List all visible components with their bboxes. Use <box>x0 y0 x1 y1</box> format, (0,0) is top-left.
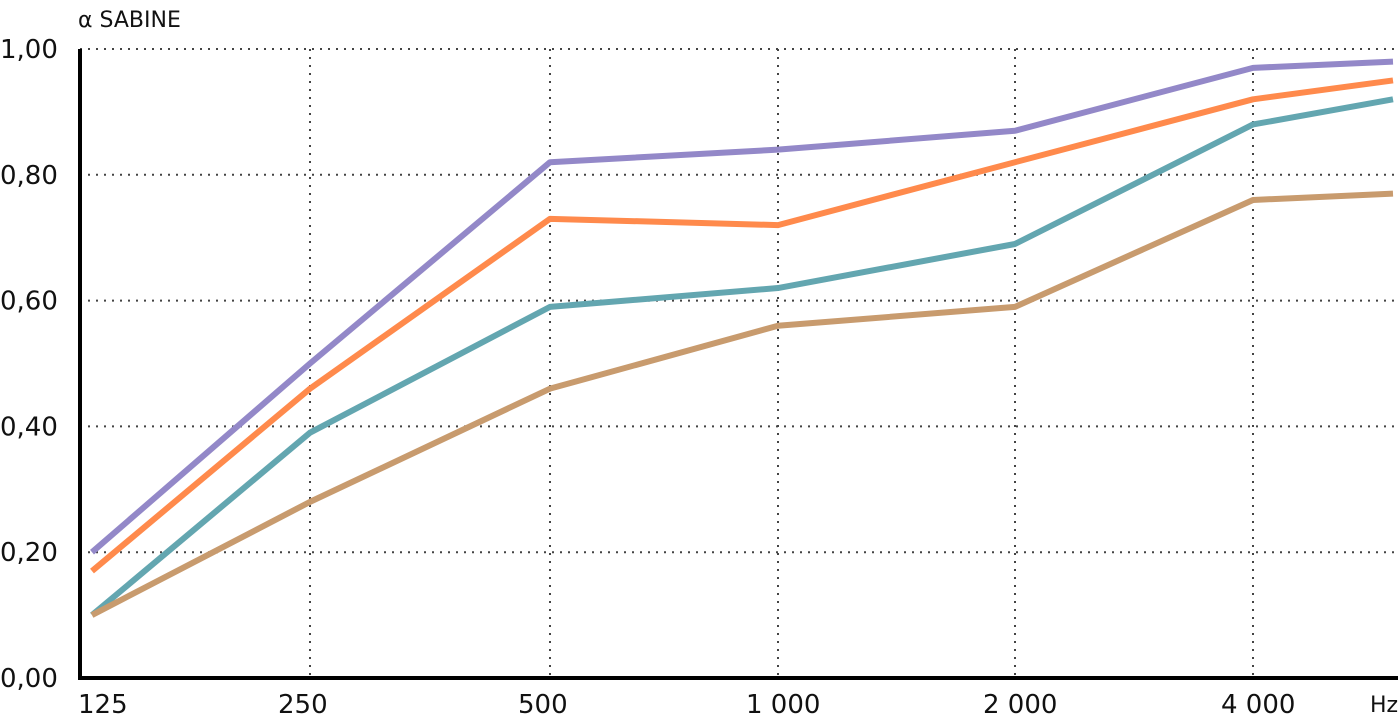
y-tick-label: 0,60 <box>0 287 58 317</box>
grid-lines <box>80 48 1398 678</box>
x-axis-unit: Hz <box>1370 693 1398 718</box>
x-tick-label: 1 000 <box>746 690 820 720</box>
x-tick-label: 2 000 <box>983 690 1057 720</box>
series-line-4 <box>90 190 1394 618</box>
series-line-2 <box>90 77 1394 574</box>
x-tick-label: 250 <box>278 690 328 720</box>
y-tick-label: 0,00 <box>0 664 58 694</box>
y-axis-title: α SABINE <box>78 8 181 33</box>
x-tick-label: 4 000 <box>1221 690 1295 720</box>
series-lines <box>90 58 1394 618</box>
tick-labels: 0,00 0,20 0,40 0,60 0,80 1,00 125 250 500 1 000 2 … <box>0 35 1295 720</box>
y-tick-label: 1,00 <box>0 35 58 65</box>
y-tick-label: 0,20 <box>0 538 58 568</box>
y-tick-label: 0,40 <box>0 412 58 442</box>
series-line-1 <box>90 58 1394 555</box>
x-tick-label: 125 <box>78 690 128 720</box>
y-tick-label: 0,80 <box>0 161 58 191</box>
chart-axes <box>78 49 1398 680</box>
x-tick-label: 500 <box>518 690 568 720</box>
series-line-3 <box>90 96 1394 618</box>
